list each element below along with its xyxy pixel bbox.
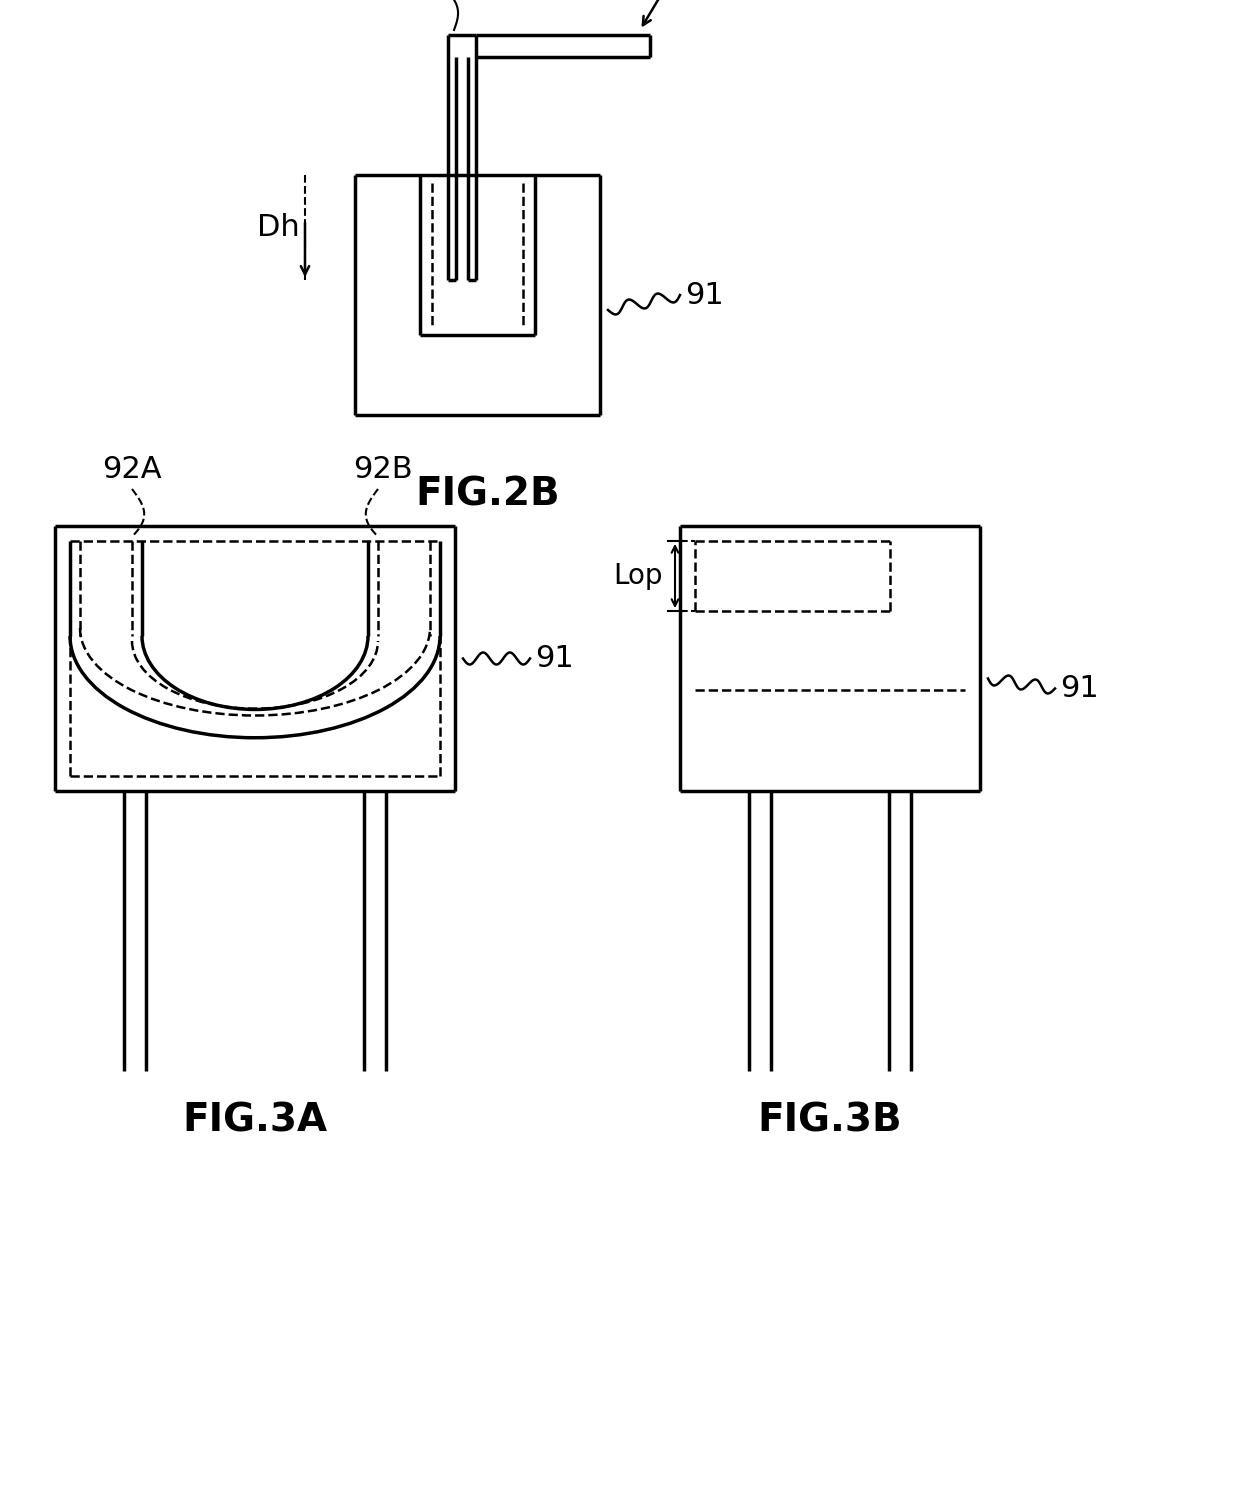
Text: 92B: 92B [353,455,413,483]
Text: 92A: 92A [102,455,161,483]
Text: 91: 91 [684,281,724,309]
Text: FIG.3A: FIG.3A [182,1102,327,1139]
Text: FIG.2B: FIG.2B [415,474,559,513]
Text: FIG.3B: FIG.3B [758,1102,903,1139]
Text: Dh: Dh [257,213,300,242]
Text: 91: 91 [1060,674,1099,702]
Text: 91: 91 [534,644,574,672]
Text: Lop: Lop [614,561,663,590]
